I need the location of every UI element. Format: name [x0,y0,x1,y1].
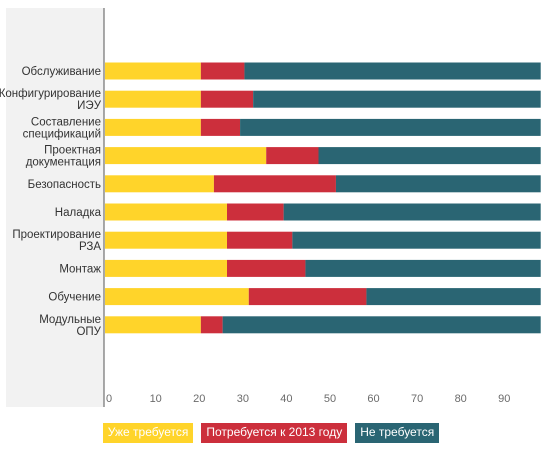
bar-segment-series-2-row-4 [335,175,541,193]
category-label-0-line-0: Обслуживание [22,66,101,78]
bar-segment-series-0-row-8 [105,288,249,306]
bar-segment-series-1-row-9 [200,316,223,334]
bar-segment-series-2-row-9 [222,316,541,334]
x-tick-label-50: 50 [324,393,336,405]
category-label-1-line-1: ИЭУ [77,100,102,112]
bar-segment-series-0-row-9 [105,316,201,334]
bar-segment-series-0-row-5 [105,203,227,221]
bar-segment-series-1-row-5 [227,203,284,221]
category-label-9-line-1: ОПУ [76,326,101,338]
legend: Уже требуется Потребуется к 2013 году Не… [0,423,542,443]
bar-segment-series-1-row-7 [227,259,306,277]
x-tick-label-10: 10 [150,393,162,405]
category-label-4-line-0: Безопасность [28,179,101,191]
bar-segment-series-2-row-3 [318,147,541,165]
bar-segment-series-1-row-0 [200,62,245,80]
bar-segment-series-0-row-4 [105,175,214,193]
x-tick-label-40: 40 [280,393,292,405]
category-label-3-line-0: Проектная [44,145,101,157]
category-label-6-line-1: РЗА [79,241,101,253]
x-tick-label-80: 80 [455,393,467,405]
category-label-8-line-0: Обучение [48,292,101,304]
x-tick-label-70: 70 [411,393,423,405]
category-label-9-line-0: Модульные [39,314,101,326]
bar-segment-series-2-row-7 [305,259,541,277]
bar-segment-series-1-row-1 [200,90,254,108]
x-tick-label-30: 30 [237,393,249,405]
bar-segment-series-0-row-7 [105,259,227,277]
bar-segment-series-2-row-0 [244,62,541,80]
category-label-2-line-1: спецификаций [23,128,101,140]
category-label-2-line-0: Составление [31,116,101,128]
x-tick-label-20: 20 [193,393,205,405]
x-tick-label-60: 60 [367,393,379,405]
x-axis-ticks: 0 10 20 30 40 50 60 70 80 90 [106,393,510,405]
bar-segment-series-0-row-0 [105,62,201,80]
category-label-3-line-1: документация [26,157,101,169]
legend-item-not-required: Не требуется [355,423,440,443]
bar-segment-series-1-row-3 [266,147,319,165]
bar-segment-series-2-row-8 [366,288,541,306]
category-label-5-line-0: Наладка [55,207,102,219]
bar-segment-series-1-row-4 [213,175,336,193]
bar-segment-series-2-row-1 [253,90,541,108]
bar-segment-series-1-row-8 [248,288,367,306]
bar-segment-series-0-row-6 [105,231,227,249]
bar-segment-series-0-row-2 [105,118,201,136]
bars-group [105,62,541,334]
legend-item-already-required: Уже требуется [102,423,194,443]
bar-segment-series-1-row-2 [200,118,241,136]
legend-item-required-by-2013: Потребуется к 2013 году [201,423,348,443]
category-label-1-line-0: Конфигурирование [0,88,101,100]
category-label-panel [6,8,104,407]
bar-segment-series-2-row-2 [240,118,541,136]
bar-segment-series-0-row-1 [105,90,201,108]
bar-segment-series-2-row-5 [283,203,541,221]
category-label-6-line-0: Проектирование [12,229,101,241]
x-tick-label-0: 0 [106,393,112,405]
bar-segment-series-1-row-6 [227,231,293,249]
category-label-7-line-0: Монтаж [59,263,101,275]
bar-segment-series-0-row-3 [105,147,267,165]
x-tick-label-90: 90 [498,393,510,405]
bar-segment-series-2-row-6 [292,231,541,249]
